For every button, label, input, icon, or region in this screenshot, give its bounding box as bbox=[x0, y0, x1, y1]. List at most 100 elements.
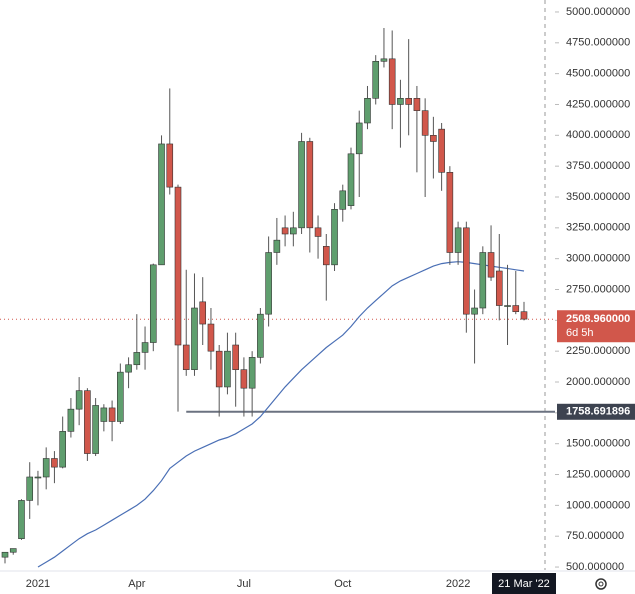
candle-body bbox=[463, 227, 470, 315]
candle-body bbox=[397, 98, 404, 105]
candle-body bbox=[257, 313, 264, 358]
level-label-box bbox=[557, 403, 635, 420]
candle-body bbox=[100, 407, 108, 422]
candle-body bbox=[298, 141, 305, 229]
candle-body bbox=[380, 58, 388, 62]
y-tick-label: 2750.000000 bbox=[566, 283, 630, 295]
candle-body bbox=[364, 98, 371, 124]
x-tick-label: 2022 bbox=[446, 578, 470, 590]
candle-body bbox=[372, 61, 380, 99]
candle-body bbox=[18, 500, 25, 539]
candle-body bbox=[215, 350, 223, 388]
level-label: 1758.691896 bbox=[566, 406, 630, 418]
candle-body bbox=[108, 407, 116, 422]
candle-body bbox=[174, 186, 182, 346]
candle-body bbox=[388, 58, 396, 105]
y-tick-label: 2250.000000 bbox=[566, 345, 630, 357]
y-tick-label: 1000.000000 bbox=[566, 499, 630, 511]
y-tick-label: 2000.000000 bbox=[566, 376, 630, 388]
candle-body bbox=[314, 227, 322, 237]
x-tick-label: 2021 bbox=[26, 578, 50, 590]
candle-body bbox=[232, 344, 239, 370]
candle-body bbox=[438, 128, 445, 173]
candle-body bbox=[421, 110, 429, 136]
last-price-box bbox=[557, 310, 635, 343]
candle-body bbox=[405, 98, 412, 105]
candle-body bbox=[149, 264, 157, 343]
candle-body bbox=[495, 270, 503, 306]
candle-body bbox=[59, 431, 66, 468]
candle-body bbox=[240, 369, 248, 389]
candle-body bbox=[67, 408, 75, 432]
candle-body bbox=[133, 352, 141, 366]
last-price-label: 2508.960000 bbox=[566, 313, 630, 325]
y-tick-label: 4000.000000 bbox=[566, 129, 630, 141]
candle-body bbox=[487, 252, 495, 278]
y-tick-label: 3250.000000 bbox=[566, 222, 630, 234]
candle-body bbox=[51, 458, 58, 468]
candle-body bbox=[347, 153, 355, 206]
moving-average bbox=[37, 261, 525, 568]
settings-icon[interactable] bbox=[595, 578, 607, 590]
candle-body bbox=[281, 227, 289, 235]
last-price-countdown: 6d 5h bbox=[566, 327, 594, 339]
candle-body bbox=[454, 227, 462, 253]
candle-body bbox=[158, 143, 165, 266]
candle-body bbox=[191, 307, 198, 370]
x-tick-label: Jul bbox=[237, 578, 251, 590]
candle-body bbox=[504, 305, 511, 307]
candle-body bbox=[471, 307, 478, 315]
candle-body bbox=[248, 357, 256, 389]
candle-body bbox=[479, 252, 487, 309]
candle-body bbox=[430, 135, 437, 142]
candle-body bbox=[92, 405, 99, 454]
candle-body bbox=[42, 458, 50, 478]
y-tick-label: 4500.000000 bbox=[566, 68, 630, 80]
candle-body bbox=[273, 239, 281, 253]
y-tick-label: 750.000000 bbox=[566, 530, 624, 542]
candle-body bbox=[446, 172, 454, 253]
candle-body bbox=[26, 476, 34, 501]
x-tick-label: Oct bbox=[334, 578, 351, 590]
y-tick-label: 500.000000 bbox=[566, 561, 624, 573]
candle-body bbox=[224, 350, 231, 388]
candle-body bbox=[413, 98, 421, 111]
candle-body bbox=[84, 390, 91, 454]
candle-body bbox=[9, 548, 17, 553]
candle-body bbox=[331, 209, 338, 266]
candle-body bbox=[141, 342, 149, 353]
y-tick-label: 3750.000000 bbox=[566, 160, 630, 172]
gear bbox=[595, 578, 607, 590]
y-tick-label: 5000.000000 bbox=[566, 6, 630, 18]
candle-body bbox=[199, 301, 207, 325]
y-tick-label: 4750.000000 bbox=[566, 37, 630, 49]
y-tick-label: 1500.000000 bbox=[566, 438, 630, 450]
candle-body bbox=[117, 371, 124, 422]
candle-body bbox=[125, 364, 132, 373]
candle-body bbox=[207, 323, 215, 352]
y-tick-label: 4250.000000 bbox=[566, 98, 630, 110]
candle-body bbox=[290, 227, 297, 235]
candle-body bbox=[1, 551, 9, 558]
candle-body bbox=[355, 122, 363, 155]
y-tick-label: 3000.000000 bbox=[566, 253, 630, 265]
candle-body bbox=[306, 141, 314, 229]
candle-body bbox=[75, 390, 83, 410]
candle-body bbox=[265, 252, 272, 315]
gear-hub bbox=[598, 581, 604, 587]
x-tick-label: Apr bbox=[128, 578, 145, 590]
candle-body bbox=[166, 143, 174, 188]
current-date-box bbox=[492, 573, 556, 594]
candle-body bbox=[339, 190, 347, 210]
candle-body bbox=[322, 246, 330, 266]
x-tick-label: 21 Mar '22 bbox=[498, 578, 550, 590]
y-tick-label: 3500.000000 bbox=[566, 191, 630, 203]
candle-body bbox=[34, 476, 42, 479]
candle-body bbox=[512, 305, 520, 313]
y-tick-label: 1250.000000 bbox=[566, 468, 630, 480]
candle-body bbox=[520, 311, 528, 320]
candle-body bbox=[182, 344, 190, 370]
